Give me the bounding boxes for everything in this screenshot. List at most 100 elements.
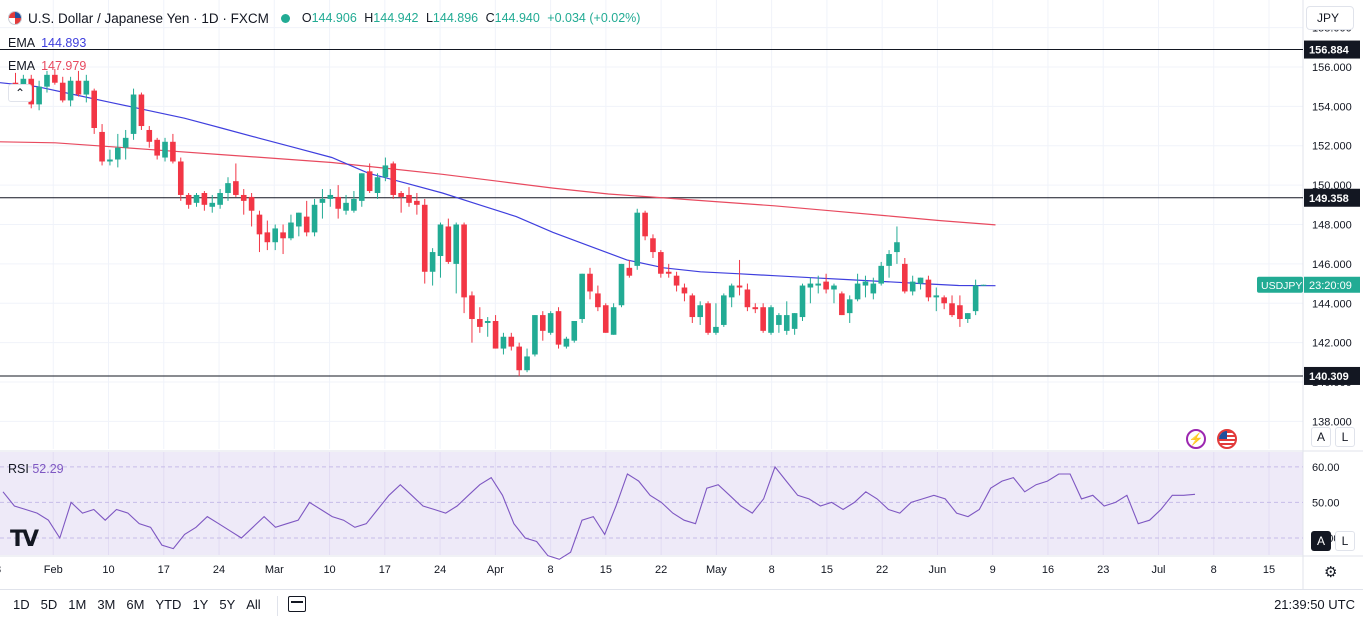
- candle-body: [492, 320, 499, 349]
- usd-jpy-flag-icon: [8, 11, 22, 25]
- range-6m-button[interactable]: 6M: [126, 597, 145, 612]
- change-value: +0.034 (+0.02%): [547, 11, 641, 25]
- range-1m-button[interactable]: 1M: [68, 597, 87, 612]
- currency-button[interactable]: JPY: [1306, 6, 1354, 30]
- lightning-icon[interactable]: ⚡: [1186, 429, 1206, 449]
- range-all-button[interactable]: All: [246, 597, 261, 612]
- range-3m-button[interactable]: 3M: [97, 597, 116, 612]
- price-tick-label: 138.000: [1312, 416, 1352, 428]
- candle-body: [398, 192, 404, 197]
- candle-body: [201, 192, 208, 205]
- time-tick-label: Apr: [487, 564, 504, 576]
- time-tick-label: 8: [0, 564, 1, 576]
- candle-body: [406, 194, 412, 203]
- time-tick-label: May: [706, 564, 727, 576]
- rsi-log-scale-button[interactable]: L: [1335, 531, 1355, 551]
- calendar-range-icon[interactable]: [288, 596, 306, 612]
- candle-body: [658, 252, 664, 274]
- us-flag-icon[interactable]: [1217, 429, 1237, 449]
- candle-body: [768, 307, 774, 333]
- rsi-tick-label: 60.00: [1312, 462, 1340, 474]
- candle-body: [122, 137, 129, 148]
- candle-body: [484, 320, 491, 323]
- time-tick-label: 8: [769, 564, 775, 576]
- candle-body: [949, 303, 955, 316]
- candle-body: [650, 238, 656, 253]
- symbol-header: U.S. Dollar / Japanese Yen · 1D · FXCM O…: [8, 10, 644, 26]
- candle-body: [752, 307, 759, 310]
- candle-body: [453, 224, 460, 264]
- candle-body: [532, 315, 538, 355]
- candle-body: [697, 305, 703, 318]
- range-ytd-button[interactable]: YTD: [155, 597, 182, 612]
- candle-body: [902, 263, 908, 292]
- time-tick-label: 9: [990, 564, 996, 576]
- candle-body: [335, 196, 341, 209]
- ema-slow-legend[interactable]: EMA 147.979: [8, 59, 87, 73]
- candle-body: [248, 196, 255, 211]
- candle-body: [67, 80, 74, 101]
- utc-clock[interactable]: 21:39:50 UTC: [1274, 597, 1355, 612]
- settings-gear-icon[interactable]: ⚙: [1324, 564, 1338, 581]
- range-5d-button[interactable]: 5D: [40, 597, 58, 612]
- candle-body: [776, 315, 782, 325]
- toolbar-divider: [277, 596, 278, 616]
- price-tick-label: 146.000: [1312, 259, 1352, 271]
- candle-body: [673, 275, 680, 286]
- price-tick-label: 156.000: [1312, 62, 1352, 74]
- price-chart-area[interactable]: 158.000156.000154.000152.000150.000148.0…: [0, 0, 1363, 589]
- candle-body: [705, 303, 711, 333]
- log-scale-button[interactable]: L: [1335, 427, 1355, 447]
- candle-body: [44, 74, 50, 87]
- candle-body: [138, 94, 145, 127]
- candle-body: [414, 200, 420, 205]
- candle-body: [595, 293, 601, 308]
- collapse-legend-button[interactable]: ⌃: [8, 84, 32, 102]
- candle-body: [311, 204, 318, 233]
- time-tick-label: 10: [102, 564, 114, 576]
- range-1d-button[interactable]: 1D: [13, 597, 30, 612]
- candle-body: [319, 198, 326, 203]
- candle-body: [36, 86, 42, 105]
- symbol-title[interactable]: U.S. Dollar / Japanese Yen · 1D · FXCM: [28, 10, 269, 26]
- candle-body: [870, 283, 877, 294]
- candle-body: [925, 279, 932, 298]
- candle-body: [233, 181, 239, 195]
- ema-fast-legend[interactable]: EMA 144.893: [8, 36, 87, 50]
- candle-body: [272, 228, 279, 243]
- candle-body: [728, 285, 735, 298]
- candle-body: [555, 311, 562, 345]
- candle-body: [59, 82, 66, 101]
- candle-body: [256, 214, 263, 235]
- tradingview-logo-icon[interactable]: TV: [10, 527, 39, 552]
- candle-body: [154, 139, 160, 156]
- range-buttons: 1D 5D 1M 3M 6M YTD 1Y 5Y All: [12, 597, 262, 612]
- candle-body: [894, 242, 900, 253]
- candle-body: [296, 212, 302, 227]
- candle-body: [508, 336, 515, 347]
- candle-body: [539, 315, 546, 331]
- candle-body: [642, 212, 648, 237]
- candle-body: [327, 194, 334, 199]
- auto-scale-button[interactable]: A: [1311, 427, 1331, 447]
- candle-body: [783, 315, 790, 331]
- time-tick-label: Jul: [1151, 564, 1165, 576]
- candle-body: [964, 313, 971, 320]
- candle-body: [610, 307, 617, 335]
- candle-body: [225, 183, 231, 193]
- horizontal-level-tag: [1304, 188, 1360, 207]
- candle-body: [516, 346, 522, 371]
- time-tick-label: 15: [1263, 564, 1275, 576]
- candle-body: [52, 74, 58, 83]
- candle-body: [209, 202, 216, 207]
- range-1y-button[interactable]: 1Y: [192, 597, 209, 612]
- rsi-legend[interactable]: RSI 52.29: [8, 462, 64, 476]
- candle-body: [83, 80, 90, 95]
- range-5y-button[interactable]: 5Y: [219, 597, 236, 612]
- time-tick-label: Jun: [929, 564, 947, 576]
- candle-body: [193, 194, 200, 203]
- rsi-auto-scale-button[interactable]: A: [1311, 531, 1331, 551]
- candle-body: [713, 326, 719, 333]
- candle-body: [185, 194, 192, 205]
- rsi-tick-label: 50.00: [1312, 497, 1340, 509]
